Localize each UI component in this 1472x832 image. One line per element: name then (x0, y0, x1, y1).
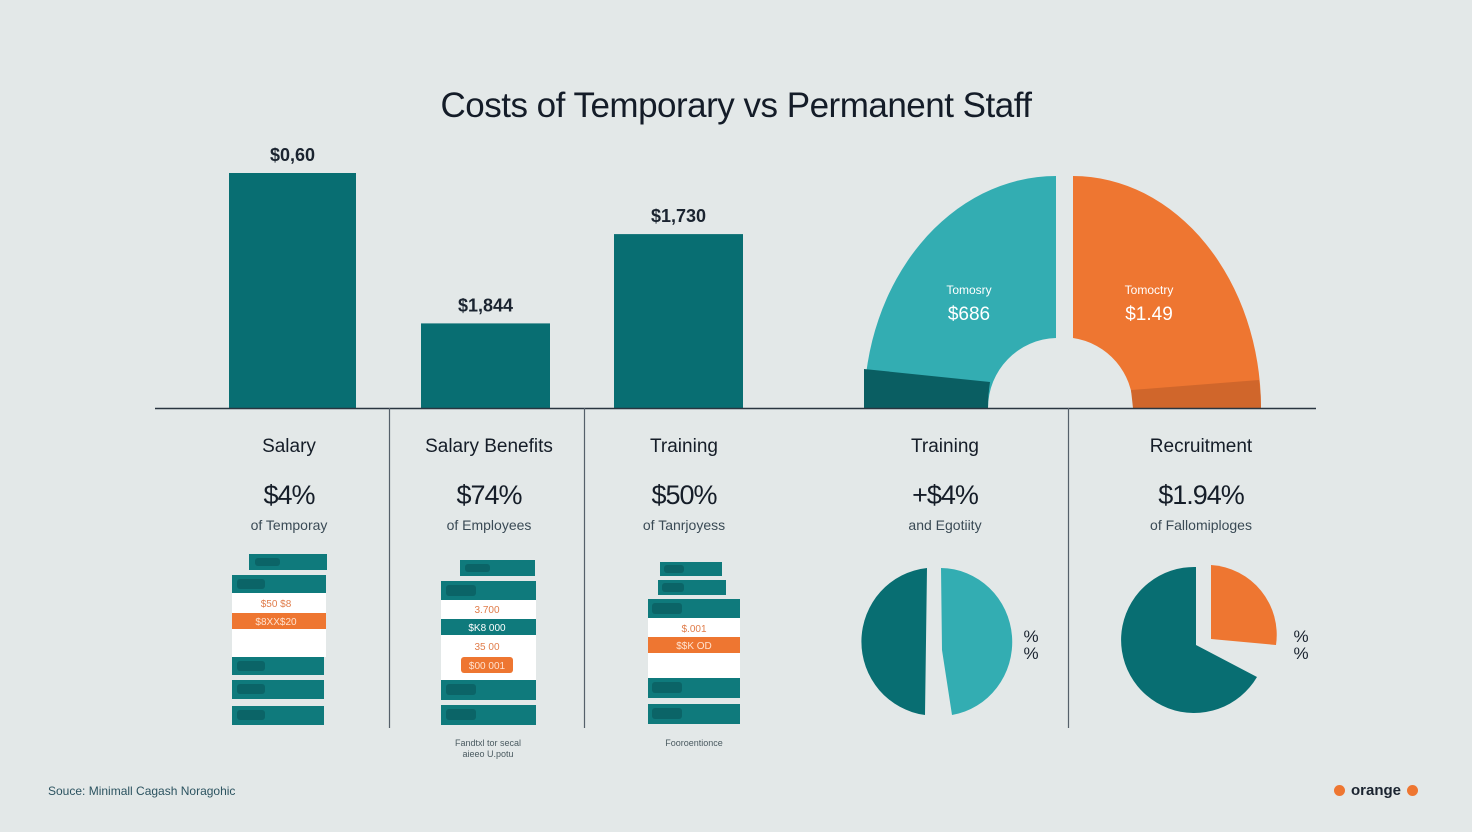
column-category: Training (650, 436, 718, 457)
column-category: Salary Benefits (425, 436, 553, 457)
column-training-2: Training +$4% and Egotiity (862, 436, 1028, 533)
pie-annotation-line: % (1293, 627, 1309, 646)
pie-slice (941, 568, 1013, 715)
column-subtitle: of Temporay (250, 517, 328, 533)
pie-annotation: % % (1020, 628, 1042, 662)
training-pie-chart (861, 568, 1013, 715)
footnote-line: Fandtxl tor secal (454, 738, 522, 748)
footnote: Fandtxl tor secal aieeo U.potu (428, 738, 548, 760)
stack-text: $00 001 (469, 661, 506, 672)
footnote-line: aieeo U.potu (462, 749, 514, 759)
pie-slice (1211, 565, 1277, 645)
donut-value-left: $686 (948, 304, 990, 325)
donut-shadow-right (1131, 380, 1261, 408)
donut-slice-temporary-right (1073, 176, 1261, 408)
footnote: Fooroentionce (640, 738, 748, 749)
dot-icon (1334, 785, 1345, 796)
document-stack-icon: $.001 $$K OD (648, 562, 740, 724)
half-donut-chart: Tomosry $686 Tomoctry $1.49 (864, 176, 1261, 408)
column-value: $50% (651, 480, 717, 510)
column-subtitle: of Employees (446, 517, 532, 533)
bar-chart: $0,60 $1,844 $1,730 (229, 145, 743, 408)
column-subtitle: of Fallomiploges (1150, 517, 1252, 533)
pie-annotation-line: % (1023, 627, 1039, 646)
stack-text: $.001 (681, 624, 706, 635)
stack-text: $8XX$20 (255, 617, 297, 628)
column-training: Training $50% of Tanrjoyess (600, 436, 768, 533)
donut-caption-left: Tomosry (946, 283, 991, 297)
pie-slice (861, 568, 927, 715)
stack-text: 3.700 (474, 605, 499, 616)
bar (421, 323, 550, 408)
donut-caption-right: Tomoctry (1125, 283, 1174, 297)
pie-annotation-line: % (1023, 644, 1039, 663)
brand-name: orange (1351, 782, 1402, 799)
column-category: Recruitment (1149, 436, 1253, 457)
document-stack-icon: 3.700 $K8 000 35 00 $00 001 (441, 560, 536, 725)
stack-text: 35 00 (474, 642, 499, 653)
donut-value-right: $1.49 (1125, 304, 1173, 325)
column-value: $1.94% (1158, 480, 1245, 510)
column-salary-benefits: Salary Benefits $74% of Employees (396, 436, 582, 533)
column-salary: Salary $4% of Temporay (206, 436, 372, 533)
column-category: Salary (262, 436, 316, 457)
brand-logo: orange (1334, 782, 1419, 799)
column-subtitle: and Egotiity (908, 517, 982, 533)
bar-value-label: $1,730 (651, 206, 706, 226)
bar-value-label: $1,844 (458, 295, 513, 315)
donut-shadow-left (864, 369, 990, 408)
stack-text: $50 $8 (261, 599, 292, 610)
pie-slice (1121, 566, 1257, 713)
bar-value-label: $0,60 (270, 145, 315, 165)
dot-icon (1407, 785, 1419, 796)
pie-annotation: % % (1290, 628, 1312, 662)
column-subtitle: of Tanrjoyess (642, 517, 726, 533)
column-value: +$4% (912, 480, 979, 510)
stack-text: $$K OD (676, 641, 712, 652)
pie-annotation-line: % (1293, 644, 1309, 663)
bar (229, 173, 356, 408)
chart-title: Costs of Temporary vs Permanent Staff (440, 86, 1032, 125)
bar (614, 234, 743, 408)
recruitment-pie-chart (1121, 565, 1277, 713)
column-value: $4% (263, 480, 315, 510)
document-stack-icon: $50 $8 $8XX$20 (232, 554, 327, 725)
stack-text: $K8 000 (468, 623, 506, 634)
donut-slice-temporary-left (864, 176, 1056, 408)
column-category: Training (911, 436, 979, 457)
source-text: Souce: Minimall Cagash Noragohic (48, 784, 236, 798)
column-recruitment: Recruitment $1.94% of Fallomiploges (1110, 436, 1292, 533)
column-value: $74% (456, 480, 522, 510)
footnote-line: Fooroentionce (665, 738, 723, 748)
